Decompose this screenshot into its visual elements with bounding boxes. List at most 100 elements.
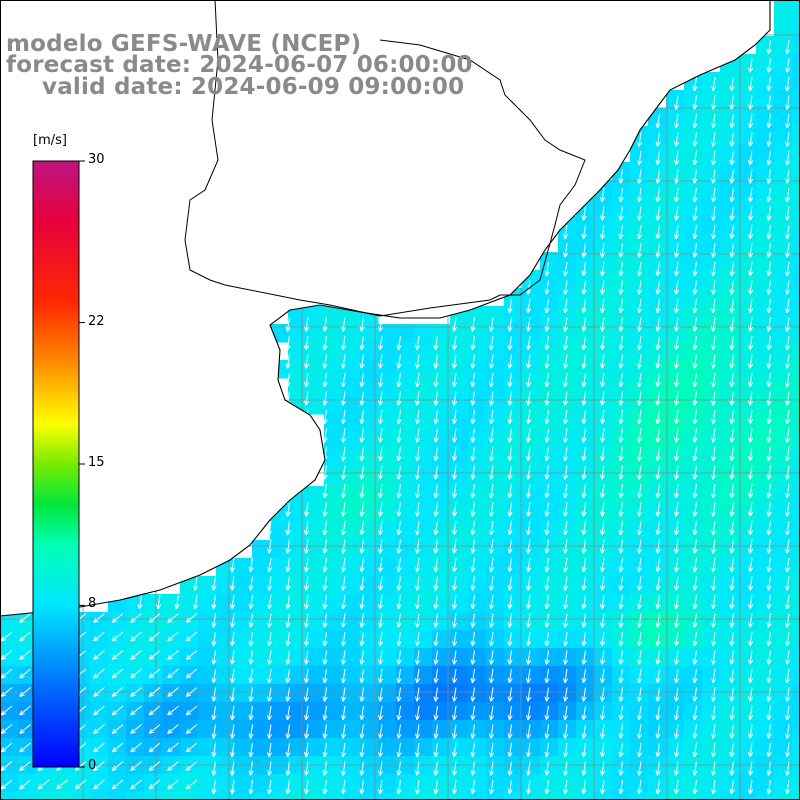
wind-arrow [470, 557, 476, 573]
wind-arrow [747, 483, 754, 499]
wind-arrow [655, 409, 661, 425]
wind-arrow [544, 428, 550, 443]
wind-arrow [229, 761, 236, 776]
wind-arrow [673, 169, 680, 184]
wind-arrow [488, 761, 495, 776]
wind-arrow [414, 613, 421, 628]
wind-arrow [581, 650, 587, 665]
wind-arrow [673, 298, 680, 314]
wind-arrow [673, 150, 680, 166]
wind-arrow [692, 354, 698, 369]
wind-arrow [248, 779, 254, 795]
wind-arrow [396, 372, 402, 388]
wind-arrow [396, 631, 402, 647]
wind-arrow [562, 465, 569, 480]
wind-arrow [377, 761, 384, 776]
wind-arrow [562, 742, 569, 758]
wind-arrow [581, 705, 587, 721]
wind-arrow [322, 335, 328, 351]
wind-arrow [359, 779, 365, 795]
wind-arrow [747, 224, 754, 240]
wind-arrow [766, 354, 772, 369]
wind-arrow [148, 724, 161, 734]
wind-arrow [710, 391, 717, 406]
model-title: modelo GEFS-WAVE (NCEP) [6, 31, 362, 57]
wind-arrow [673, 354, 680, 369]
wind-arrow [130, 724, 142, 734]
wind-arrow [636, 298, 643, 314]
wind-arrow [211, 668, 217, 684]
wind-arrow [747, 113, 754, 129]
wind-arrow [525, 705, 532, 721]
wind-arrow [655, 520, 661, 536]
wind-arrow [581, 724, 587, 739]
wind-arrow [488, 428, 495, 443]
wind-arrow [784, 761, 791, 776]
wind-arrow [433, 502, 439, 517]
wind-arrow [747, 557, 754, 573]
wind-arrow [710, 724, 717, 739]
wind-arrow [581, 409, 587, 425]
wind-arrow [599, 335, 606, 351]
wind-arrow [340, 761, 347, 776]
wind-arrow [322, 687, 328, 702]
wind-arrow [729, 668, 735, 684]
wind-arrow [784, 187, 791, 203]
wind-arrow [692, 446, 698, 462]
wind-arrow [470, 594, 476, 610]
wind-arrow [766, 483, 772, 499]
wind-arrow [93, 668, 105, 679]
wind-arrow [562, 724, 569, 739]
wind-arrow [396, 557, 402, 573]
wind-arrow [729, 298, 735, 314]
wind-arrow [692, 650, 698, 665]
wind-arrow [766, 280, 772, 295]
wind-arrow [340, 668, 347, 684]
wind-arrow [581, 520, 587, 536]
wind-arrow [229, 742, 236, 758]
wind-arrow [581, 391, 587, 406]
wind-arrow [618, 724, 624, 739]
wind-arrow [673, 206, 680, 221]
wind-arrow [111, 668, 124, 679]
wind-arrow [692, 76, 698, 92]
wind-arrow [359, 354, 365, 369]
wind-arrow [507, 742, 513, 758]
wind-arrow [414, 557, 421, 573]
wind-arrow [396, 779, 402, 795]
wind-arrow [636, 150, 643, 166]
wind-arrow [581, 502, 587, 517]
wind-arrow [340, 354, 347, 369]
wind-arrow [303, 631, 310, 647]
wind-arrow [303, 779, 310, 795]
wind-arrow [710, 354, 717, 369]
wind-arrow [322, 372, 328, 388]
wind-arrow [525, 779, 532, 795]
wind-arrow [148, 613, 161, 623]
wind-arrow [710, 113, 717, 129]
wind-arrow [562, 779, 569, 795]
wind-arrow [525, 650, 532, 665]
wind-arrow [525, 335, 532, 351]
wind-arrow [470, 502, 476, 517]
wind-arrow [470, 576, 476, 591]
wind-arrow [396, 761, 402, 776]
wind-arrow [729, 539, 735, 554]
wind-arrow [322, 409, 328, 425]
wind-arrow [396, 576, 402, 591]
colorbar [32, 160, 85, 768]
wind-arrow [673, 391, 680, 406]
wind-arrow [655, 317, 661, 332]
wind-arrow [451, 372, 458, 388]
wind-arrow [673, 132, 680, 147]
wind-arrow [636, 372, 643, 388]
wind-arrow [581, 446, 587, 462]
wind-arrow [507, 520, 513, 536]
wind-arrow [488, 687, 495, 702]
wind-arrow [377, 446, 384, 462]
wind-arrow [211, 576, 217, 591]
wind-arrow [747, 187, 754, 203]
wind-arrow [636, 520, 643, 536]
wind-arrow [692, 483, 698, 499]
wind-arrow [618, 539, 624, 554]
